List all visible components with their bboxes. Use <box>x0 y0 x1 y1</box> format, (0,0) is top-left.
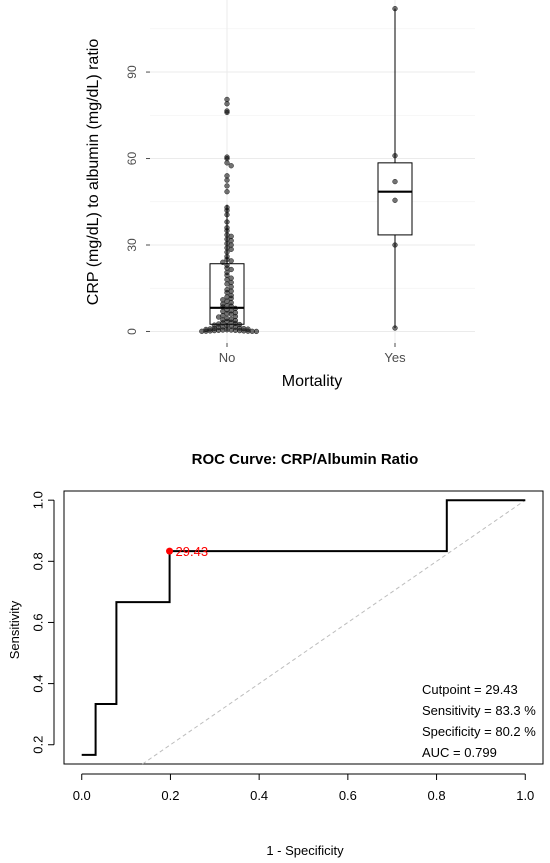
boxplot-y-ticks: 0 30 60 90 <box>125 65 150 335</box>
data-point <box>392 325 398 331</box>
roc-reference-line <box>142 499 526 765</box>
roc-x-tick-label: 0.0 <box>73 788 91 803</box>
roc-curve <box>81 499 526 756</box>
boxplot-points <box>199 5 398 335</box>
boxplot-y-axis-label: CRP (mg/dL) to albumin (mg/dL) ratio <box>85 39 102 306</box>
data-point <box>224 183 230 189</box>
roc-axes: 0.0 0.2 0.4 0.6 0.8 1.0 0.2 0.4 0.6 0.8 1.0 <box>31 491 535 803</box>
data-point <box>224 109 230 116</box>
roc-y-tick-label: 0.4 <box>31 675 46 693</box>
roc-x-tick-label: 0.6 <box>339 788 357 803</box>
roc-y-axis-label: Sensitivity <box>7 600 22 659</box>
data-point <box>220 259 226 265</box>
data-point <box>215 314 222 320</box>
roc-chart: ROC Curve: CRP/Albumin Ratio 0.0 0.2 0.4 0.… <box>7 451 544 858</box>
roc-title: ROC Curve: CRP/Albumin Ratio <box>192 451 419 468</box>
roc-y-tick-label: 0.2 <box>31 736 46 754</box>
data-point <box>228 246 234 252</box>
data-point <box>224 281 230 287</box>
data-point <box>228 258 234 264</box>
data-point <box>224 160 230 166</box>
roc-annotations: Cutpoint = 29.43 Sensitivity = 83.3 % Spec… <box>422 682 536 760</box>
boxplot-chart: 0 30 60 90 No Yes Mortality CRP (mg/dL) to a… <box>85 0 475 390</box>
data-point <box>392 197 398 203</box>
roc-cutpoint-marker <box>166 547 174 555</box>
data-point <box>228 266 234 273</box>
data-point <box>392 178 398 185</box>
roc-cutpoint-label: 29.43 <box>176 544 209 559</box>
roc-y-tick-label: 0.6 <box>31 613 46 631</box>
y-tick-label: 0 <box>125 328 139 335</box>
boxplot-x-axis-label: Mortality <box>282 373 342 390</box>
boxplot-gridlines <box>150 0 475 343</box>
data-point <box>392 152 398 159</box>
data-point <box>199 328 205 334</box>
data-point <box>224 212 230 218</box>
data-point <box>224 101 230 107</box>
data-point <box>228 163 234 169</box>
roc-x-tick-label: 0.4 <box>250 788 268 803</box>
boxplot-boxes <box>209 8 413 331</box>
roc-annotation-line: AUC = 0.799 <box>422 745 497 760</box>
x-tick-label: Yes <box>384 350 406 365</box>
x-tick-label: No <box>219 350 236 365</box>
data-point <box>224 177 230 183</box>
data-point <box>392 5 398 12</box>
data-point <box>224 189 230 195</box>
data-point <box>228 311 234 317</box>
roc-y-tick-label: 0.8 <box>31 552 46 570</box>
roc-annotation-line: Cutpoint = 29.43 <box>422 682 518 697</box>
roc-lines: 29.43 <box>81 499 526 765</box>
data-point <box>224 219 230 225</box>
roc-y-tick-label: 1.0 <box>31 491 46 509</box>
data-point <box>392 242 398 248</box>
boxplot-x-ticks: No Yes <box>219 343 406 365</box>
y-tick-label: 30 <box>125 238 139 252</box>
roc-annotation-line: Sensitivity = 83.3 % <box>422 703 536 718</box>
y-tick-label: 60 <box>125 152 139 166</box>
roc-x-axis-label: 1 - Specificity <box>266 843 344 858</box>
y-tick-label: 90 <box>125 65 139 79</box>
roc-plot-frame <box>63 490 544 765</box>
roc-x-tick-label: 1.0 <box>516 788 534 803</box>
data-point <box>253 328 260 335</box>
roc-x-tick-label: 0.2 <box>161 788 179 803</box>
roc-x-tick-label: 0.8 <box>428 788 446 803</box>
roc-annotation-line: Specificity = 80.2 % <box>422 724 536 739</box>
